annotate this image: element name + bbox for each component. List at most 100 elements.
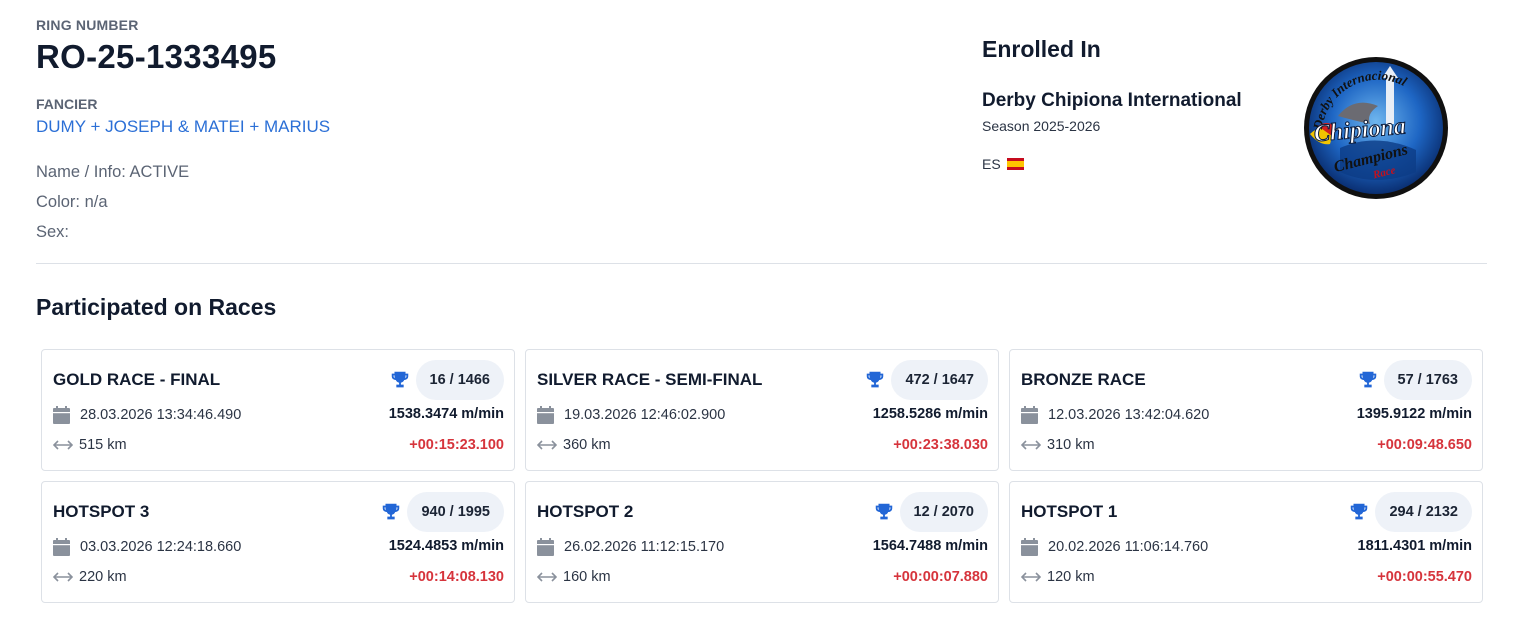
country-code: ES	[982, 156, 1001, 172]
race-date: 19.03.2026 12:46:02.900	[537, 406, 725, 424]
race-distance-text: 515 km	[79, 437, 127, 453]
race-distance: 160 km	[537, 569, 611, 585]
race-card[interactable]: HOTSPOT 3 940 / 1995 03.03.2026 12:24:18…	[41, 481, 515, 603]
race-date-text: 20.02.2026 11:06:14.760	[1048, 539, 1209, 555]
enrolled-in-panel: Enrolled In Derby Chipiona International…	[982, 36, 1282, 172]
race-date-text: 28.03.2026 13:34:46.490	[80, 407, 242, 423]
race-rank: 940 / 1995	[380, 492, 504, 532]
bird-info: Name / Info: ACTIVE Color: n/a Sex:	[36, 157, 330, 247]
rank-badge: 16 / 1466	[415, 360, 504, 400]
horizontal-arrows-icon	[537, 440, 557, 450]
race-name: SILVER RACE - SEMI-FINAL	[537, 370, 763, 389]
race-time-delta: +00:00:07.880	[893, 569, 988, 585]
enrolled-in-title: Enrolled In	[982, 36, 1101, 62]
race-distance-text: 220 km	[79, 569, 127, 585]
race-name: GOLD RACE - FINAL	[53, 370, 221, 389]
race-date-text: 12.03.2026 13:42:04.620	[1048, 407, 1210, 423]
rank-badge: 57 / 1763	[1383, 360, 1472, 400]
race-distance-text: 360 km	[563, 437, 611, 453]
rank-badge: 12 / 2070	[899, 492, 988, 532]
trophy-icon	[383, 503, 400, 520]
race-name: HOTSPOT 2	[537, 502, 634, 521]
race-time-delta: +00:00:55.470	[1377, 569, 1472, 585]
trophy-icon	[1359, 371, 1376, 388]
race-date: 03.03.2026 12:24:18.660	[53, 538, 241, 556]
race-distance-text: 310 km	[1047, 437, 1095, 453]
race-speed: 1564.7488 m/min	[872, 538, 988, 554]
competition-name: Derby Chipiona International	[982, 90, 1242, 111]
fancier-link[interactable]: DUMY + JOSEPH & MATEI + MARIUS	[36, 117, 331, 136]
race-time-delta: +00:09:48.650	[1377, 437, 1472, 453]
race-name: HOTSPOT 1	[1021, 502, 1118, 521]
section-divider	[36, 263, 1487, 264]
race-distance-text: 160 km	[563, 569, 611, 585]
race-speed: 1538.3474 m/min	[388, 406, 504, 422]
derby-chipiona-logo: Derby Internacional Chipiona Champions R…	[1304, 57, 1448, 199]
race-name: BRONZE RACE	[1021, 370, 1146, 389]
calendar-icon	[537, 538, 554, 556]
race-rank: 16 / 1466	[389, 360, 504, 400]
horizontal-arrows-icon	[1021, 440, 1041, 450]
race-card[interactable]: SILVER RACE - SEMI-FINAL 472 / 1647 19.0…	[525, 349, 999, 471]
calendar-icon	[53, 406, 70, 424]
ring-number: RO-25-1333495	[36, 38, 277, 75]
race-date-text: 19.03.2026 12:46:02.900	[564, 407, 726, 423]
calendar-icon	[53, 538, 70, 556]
race-rank: 12 / 2070	[873, 492, 988, 532]
race-rank: 57 / 1763	[1357, 360, 1472, 400]
race-distance: 515 km	[53, 437, 127, 453]
race-speed: 1524.4853 m/min	[388, 538, 504, 554]
horizontal-arrows-icon	[53, 572, 73, 582]
races-section-title: Participated on Races	[36, 294, 277, 320]
race-date: 28.03.2026 13:34:46.490	[53, 406, 241, 424]
country: ES	[982, 156, 1282, 172]
race-date: 26.02.2026 11:12:15.170	[537, 538, 724, 556]
spain-flag-icon	[1006, 158, 1024, 170]
race-time-delta: +00:23:38.030	[893, 437, 988, 453]
color-info: Color: n/a	[36, 193, 108, 211]
trophy-icon	[1351, 503, 1368, 520]
race-distance: 120 km	[1021, 569, 1095, 585]
race-rank: 294 / 2132	[1348, 492, 1472, 532]
race-date: 20.02.2026 11:06:14.760	[1021, 538, 1208, 556]
trophy-icon	[867, 371, 884, 388]
fancier-label: FANCIER	[36, 96, 98, 112]
race-distance: 310 km	[1021, 437, 1095, 453]
bird-details: RING NUMBER RO-25-1333495 FANCIER DUMY +…	[36, 17, 330, 247]
race-card[interactable]: HOTSPOT 2 12 / 2070 26.02.2026 11:12:15.…	[525, 481, 999, 603]
calendar-icon	[537, 406, 554, 424]
horizontal-arrows-icon	[537, 572, 557, 582]
calendar-icon	[1021, 538, 1038, 556]
rank-badge: 472 / 1647	[891, 360, 988, 400]
horizontal-arrows-icon	[1021, 572, 1041, 582]
race-distance: 220 km	[53, 569, 127, 585]
season-label: Season 2025-2026	[982, 118, 1101, 134]
race-card[interactable]: BRONZE RACE 57 / 1763 12.03.2026 13:42:0…	[1009, 349, 1483, 471]
race-speed: 1811.4301 m/min	[1357, 538, 1472, 554]
trophy-icon	[875, 503, 892, 520]
ring-number-label: RING NUMBER	[36, 17, 139, 33]
race-speed: 1258.5286 m/min	[872, 406, 988, 422]
race-rank: 472 / 1647	[864, 360, 988, 400]
trophy-icon	[391, 371, 408, 388]
horizontal-arrows-icon	[53, 440, 73, 450]
race-speed: 1395.9122 m/min	[1356, 406, 1472, 422]
race-time-delta: +00:15:23.100	[409, 437, 504, 453]
rank-badge: 940 / 1995	[407, 492, 504, 532]
race-cards-grid: GOLD RACE - FINAL 16 / 1466 28.03.2026 1…	[41, 349, 1483, 603]
race-date: 12.03.2026 13:42:04.620	[1021, 406, 1209, 424]
race-date-text: 26.02.2026 11:12:15.170	[564, 539, 725, 555]
race-name: HOTSPOT 3	[53, 502, 150, 521]
logo-race-text: Race	[1371, 164, 1397, 181]
race-card[interactable]: HOTSPOT 1 294 / 2132 20.02.2026 11:06:14…	[1009, 481, 1483, 603]
race-card[interactable]: GOLD RACE - FINAL 16 / 1466 28.03.2026 1…	[41, 349, 515, 471]
race-time-delta: +00:14:08.130	[409, 569, 504, 585]
rank-badge: 294 / 2132	[1375, 492, 1472, 532]
sex-info: Sex:	[36, 223, 70, 241]
calendar-icon	[1021, 406, 1038, 424]
race-date-text: 03.03.2026 12:24:18.660	[80, 539, 242, 555]
race-distance: 360 km	[537, 437, 611, 453]
name-info: Name / Info: ACTIVE	[36, 163, 190, 181]
race-distance-text: 120 km	[1047, 569, 1095, 585]
